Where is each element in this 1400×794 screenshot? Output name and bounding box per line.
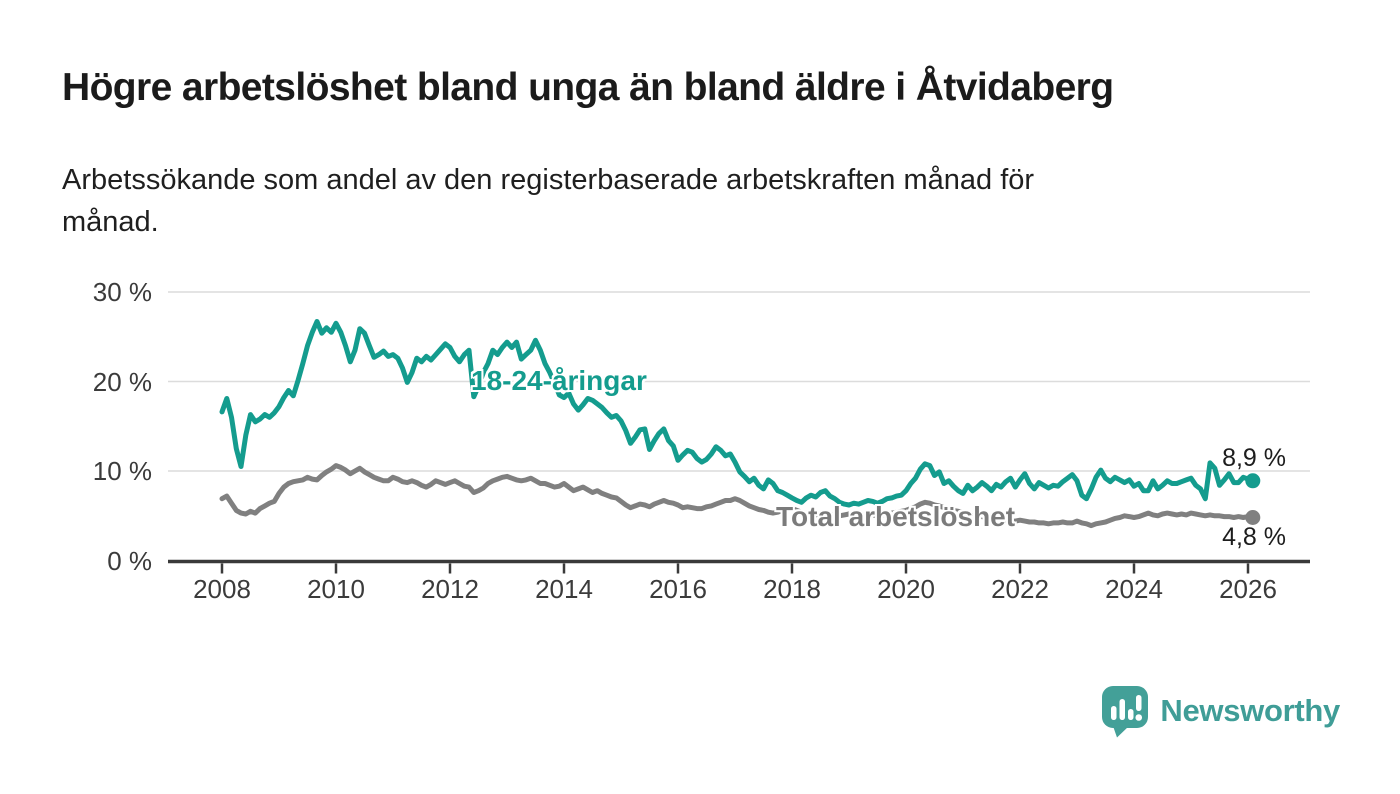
x-tick-label: 2008	[193, 574, 251, 604]
y-tick-label: 10 %	[92, 456, 152, 486]
chart-subtitle-line-2: månad.	[62, 206, 159, 238]
x-tick-label: 2024	[1105, 574, 1163, 604]
logo-text: Newsworthy	[1160, 693, 1340, 728]
end-value-label-youth: 8,9 %	[1222, 444, 1286, 472]
end-value-label-total: 4,8 %	[1222, 523, 1286, 551]
speech-bubble-bar-chart-icon	[1102, 685, 1149, 737]
y-tick-label: 20 %	[92, 366, 152, 397]
series-end-dot-total	[1245, 510, 1261, 525]
chart-subtitle-line-1: Arbetssökande som andel av den registerb…	[62, 164, 1035, 196]
series-label-youth: 18-24-åringar	[471, 365, 647, 396]
x-tick-label: 2020	[877, 574, 935, 604]
x-tick-label: 2010	[307, 574, 365, 604]
page-title: Högre arbetslöshet bland unga än bland ä…	[62, 66, 1114, 109]
y-tick-label: 30 %	[92, 277, 152, 307]
y-tick-label: 0 %	[107, 545, 152, 576]
x-tick-label: 2016	[649, 574, 707, 604]
series-line-youth	[219, 319, 1256, 508]
series-label-total: Total arbetslöshet	[776, 501, 1016, 532]
x-tick-label: 2018	[763, 574, 821, 604]
x-tick-label: 2026	[1219, 574, 1277, 604]
x-tick-label: 2014	[535, 574, 593, 604]
series-end-dot-youth	[1245, 473, 1261, 489]
newsworthy-logo: Newsworthy	[1101, 683, 1340, 739]
x-tick-label: 2022	[991, 574, 1049, 604]
x-tick-label: 2012	[421, 574, 479, 604]
series-line-total	[219, 463, 1256, 529]
